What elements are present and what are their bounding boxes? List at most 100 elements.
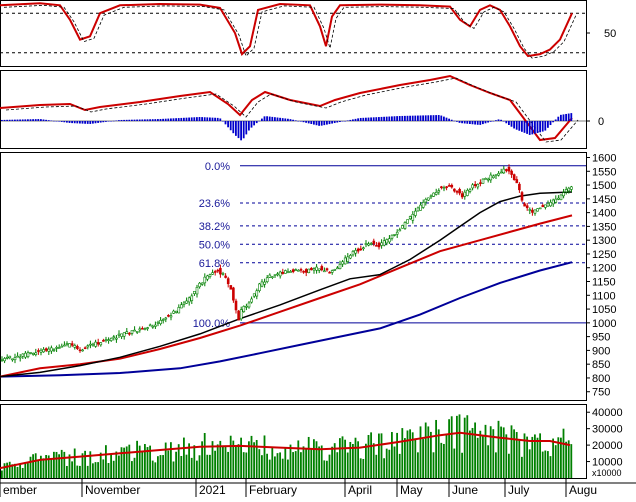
candle-body <box>268 274 272 278</box>
macd-hist-bar <box>430 115 432 121</box>
macd-hist-bar <box>32 119 34 121</box>
candle-body <box>39 349 43 353</box>
macd-hist-bar <box>102 121 105 123</box>
macd-hist-bar <box>534 121 536 134</box>
volume-bar <box>16 466 19 478</box>
macd-hist-bar <box>349 119 352 121</box>
volume-bar <box>300 452 302 478</box>
candle-body <box>414 210 417 216</box>
macd-hist-bar <box>411 115 414 121</box>
candle-body <box>411 213 415 221</box>
volume-bar <box>414 438 417 478</box>
volume-bar <box>92 463 94 478</box>
macd-hist-bar <box>183 117 185 121</box>
price-tick-label: 1450 <box>592 194 616 206</box>
macd-hist-bar <box>138 119 141 121</box>
macd-hist-bar <box>560 114 562 121</box>
macd-hist-bar <box>229 121 232 131</box>
volume-bar <box>326 460 328 478</box>
candle-body <box>434 192 438 195</box>
candle-body <box>341 261 344 265</box>
candle-body <box>31 353 35 355</box>
volume-bar <box>484 424 487 478</box>
macd-hist-bar <box>97 121 99 123</box>
volume-bar <box>258 449 261 478</box>
macd-hist-bar <box>190 117 193 121</box>
candle-body <box>133 329 136 332</box>
macd-hist-bar <box>16 119 19 121</box>
macd-hist-bar <box>42 119 45 121</box>
macd-hist-bar <box>320 121 323 126</box>
volume-bar <box>170 442 172 478</box>
macd-hist-bar <box>476 121 479 125</box>
volume-bar <box>557 437 560 478</box>
volume-bar <box>523 433 526 478</box>
volume-bar <box>294 451 297 478</box>
volume-bar <box>318 446 320 478</box>
candle-body <box>221 273 225 275</box>
macd-hist-bar <box>391 116 393 121</box>
macd-hist-bar <box>73 121 76 124</box>
candle-body <box>247 302 251 308</box>
volume-bar <box>372 443 375 478</box>
volume-bar <box>302 446 305 478</box>
macd-hist-bar <box>222 121 224 122</box>
volume-bar <box>323 460 326 478</box>
candle-body <box>502 168 506 174</box>
macd-hist-bar <box>50 120 53 122</box>
macd-hist-bar <box>453 120 456 122</box>
price-tick-label: 800 <box>592 373 610 385</box>
volume-bar <box>297 440 300 478</box>
macd-hist-bar <box>68 121 71 123</box>
macd-hist-bar <box>206 117 209 121</box>
macd-hist-bar <box>105 121 107 122</box>
volume-bar <box>541 451 544 478</box>
candle-body <box>291 269 295 273</box>
candle-body <box>34 352 38 355</box>
candle-body <box>198 282 201 288</box>
candle-body <box>382 240 386 246</box>
macd-hist-bar <box>513 121 515 129</box>
candle-body <box>21 353 25 357</box>
volume-bar <box>497 420 500 478</box>
candle-body <box>484 178 487 180</box>
volume-bar <box>99 452 102 478</box>
macd-hist-bar <box>396 116 398 121</box>
candle-body <box>234 300 238 311</box>
candle-body <box>299 269 303 271</box>
candle-body <box>206 275 209 280</box>
volume-bar <box>333 443 336 478</box>
volume-bar <box>461 452 463 478</box>
candle-body <box>60 345 64 348</box>
candle-body <box>156 321 160 324</box>
volume-bar <box>365 443 367 478</box>
volume-bar <box>261 455 263 478</box>
macd-hist-bar <box>172 118 175 121</box>
candle-body <box>8 355 12 359</box>
candle-body <box>515 179 519 184</box>
candle-body <box>507 166 511 172</box>
volume-bar <box>162 455 164 478</box>
price-tick-label: 850 <box>592 359 610 371</box>
volume-bar <box>315 441 318 478</box>
candle-body <box>367 243 370 246</box>
macd-hist-bar <box>552 121 554 123</box>
macd-hist-bar <box>497 119 500 121</box>
candle-body <box>421 201 425 208</box>
volume-bar <box>435 419 437 478</box>
volume-bar <box>188 443 190 478</box>
macd-hist-bar <box>175 118 177 121</box>
candle-body <box>141 327 144 330</box>
macd-hist-bar <box>154 119 157 121</box>
volume-bar <box>235 445 237 478</box>
candle-body <box>406 219 409 224</box>
candle-body <box>304 269 308 273</box>
macd-hist-bar <box>92 121 94 124</box>
candle-body <box>94 341 97 347</box>
price-tick-label: 1250 <box>592 249 616 261</box>
volume-bar <box>89 451 92 478</box>
macd-hist-bar <box>515 121 518 130</box>
candle-body <box>533 209 537 214</box>
volume-bar <box>281 458 284 478</box>
volume-bar <box>157 456 159 478</box>
